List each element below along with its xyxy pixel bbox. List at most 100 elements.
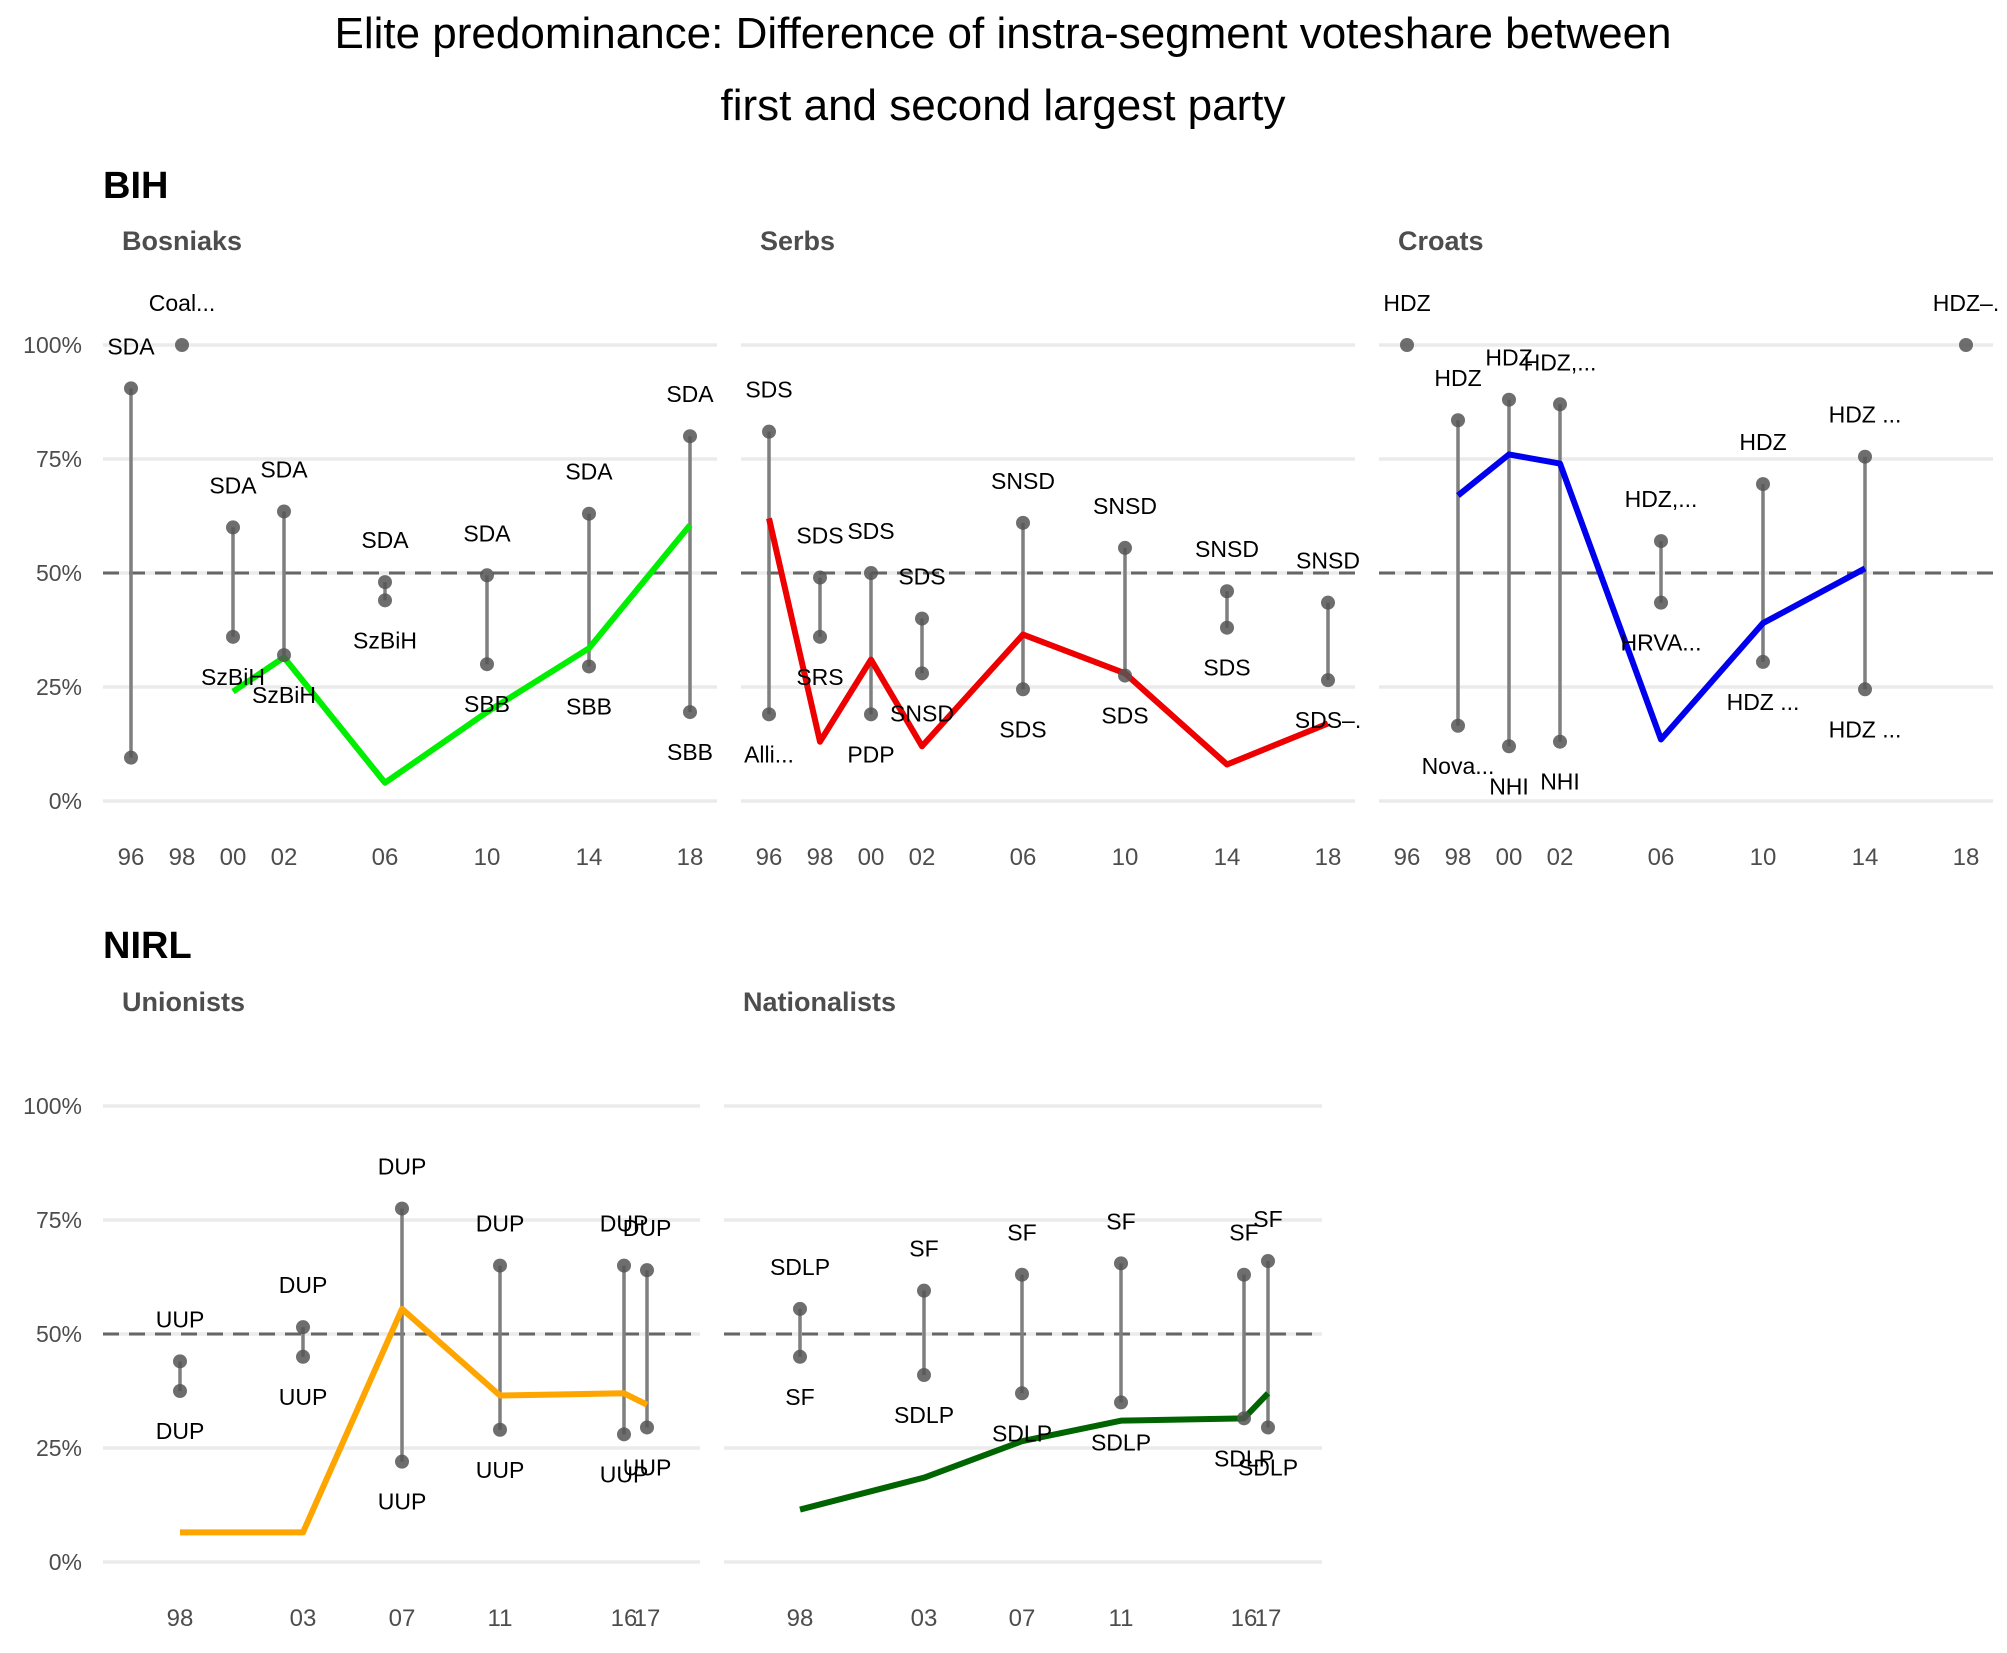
first-party-point: [493, 1258, 507, 1273]
first-party-label: SDS: [745, 377, 792, 403]
first-party-point: [1114, 1256, 1128, 1271]
first-party-label: SF: [1106, 1208, 1135, 1234]
second-party-label: UUP: [623, 1454, 672, 1480]
panel-title-serbs: Serbs: [760, 226, 835, 256]
group-title-bih: BIH: [103, 165, 168, 207]
x-tick-label: 10: [1750, 844, 1777, 871]
second-party-point: [1654, 595, 1668, 610]
x-tick-label: 00: [220, 844, 247, 871]
second-party-label: SBB: [566, 693, 612, 719]
second-party-label: SBB: [464, 691, 510, 717]
second-party-label: UUP: [279, 1384, 328, 1410]
x-tick-label: 14: [1852, 844, 1879, 871]
second-party-label: DUP: [156, 1418, 205, 1444]
y-tick-label: 25%: [36, 1435, 82, 1461]
first-party-point: [640, 1263, 654, 1278]
x-tick-label: 02: [271, 844, 298, 871]
second-party-point: [124, 750, 138, 765]
first-party-label: HDZ,...: [1524, 349, 1597, 375]
first-party-point: [277, 504, 291, 519]
second-party-label: PDP: [847, 741, 894, 767]
first-party-label: HDZ: [1739, 429, 1786, 455]
y-tick-label: 100%: [23, 332, 82, 358]
x-tick-label: 96: [1394, 844, 1421, 871]
first-party-point: [1858, 449, 1872, 464]
second-party-point: [1016, 682, 1030, 697]
first-party-label: SF: [1007, 1220, 1036, 1246]
first-party-point: [1016, 515, 1030, 530]
panel-title-unionists: Unionists: [122, 987, 245, 1017]
difference-line: [1456, 451, 1867, 743]
second-party-label: SzBiH: [252, 682, 316, 708]
x-tick-label: 98: [1445, 844, 1472, 871]
first-party-label: DUP: [378, 1154, 427, 1180]
chart-title-line-1: Elite predominance: Difference of instra…: [334, 9, 1671, 58]
first-party-point: [395, 1201, 409, 1216]
x-tick-label: 06: [372, 844, 399, 871]
x-tick-label: 98: [169, 844, 196, 871]
x-tick-label: 17: [1255, 1605, 1282, 1632]
second-party-point: [1756, 654, 1770, 669]
panel-title-croats: Croats: [1398, 226, 1484, 256]
second-party-label: SDLP: [894, 1402, 954, 1428]
panel-title-bosniaks: Bosniaks: [122, 226, 242, 256]
second-party-label: SDLP: [992, 1420, 1052, 1446]
second-party-label: HDZ ...: [1727, 689, 1800, 715]
x-tick-label: 16: [1231, 1605, 1258, 1632]
first-party-label: Coal...: [149, 290, 215, 316]
second-party-point: [1858, 682, 1872, 697]
panel-nationalists: 98 03 07 11 1617SDLPSFSFSDLPSFSDLPSFSDLPSFSD…: [724, 1104, 1322, 1632]
first-party-point: [175, 338, 189, 352]
x-tick-label: 11: [488, 1605, 513, 1632]
first-party-point: [813, 570, 827, 585]
second-party-point: [1220, 620, 1234, 635]
second-party-point: [1502, 739, 1516, 754]
second-party-point: [296, 1349, 310, 1364]
second-party-label: SzBiH: [201, 664, 265, 690]
plot-area: 0% 25% 50% 75% 100% 96 98 00 02 06 10 14 18 SDA Coal..…: [23, 290, 1999, 1632]
y-tick-label: 0%: [49, 1549, 82, 1575]
first-party-label: SNSD: [991, 468, 1055, 494]
x-tick-label: 07: [389, 1605, 416, 1632]
x-tick-label: 98: [787, 1605, 814, 1632]
x-tick-label: 96: [756, 844, 783, 871]
second-party-point: [395, 1454, 409, 1469]
first-party-point: [1451, 413, 1465, 428]
difference-line: [799, 1391, 1271, 1513]
first-party-label: SDS: [847, 518, 894, 544]
x-tick-label: 07: [1009, 1605, 1036, 1632]
first-party-label: SDA: [361, 527, 409, 553]
first-party-label: DUP: [476, 1211, 525, 1237]
second-party-point: [864, 707, 878, 722]
second-party-label: SNSD: [890, 700, 954, 726]
first-party-point: [1959, 338, 1973, 352]
second-party-point: [1118, 668, 1132, 683]
second-party-label: SBB: [667, 739, 713, 765]
second-party-label: SDS: [999, 716, 1046, 742]
y-tick-label: 50%: [36, 1321, 82, 1347]
difference-line: [231, 523, 693, 786]
second-party-label: SDLP: [1238, 1454, 1298, 1480]
first-party-label: DUP: [623, 1215, 672, 1241]
first-party-label: SDA: [565, 459, 613, 485]
first-party-label: SDLP: [770, 1254, 830, 1280]
second-party-point: [1553, 734, 1567, 749]
first-party-label: DUP: [279, 1272, 328, 1298]
second-party-point: [226, 629, 240, 644]
first-party-point: [1015, 1267, 1029, 1282]
first-party-point: [226, 520, 240, 535]
x-tick-label: 02: [909, 844, 936, 871]
x-tick-label: 14: [576, 844, 603, 871]
first-party-point: [1321, 595, 1335, 610]
first-party-label: DUP: [600, 1211, 649, 1237]
x-tick-label: 18: [1953, 844, 1980, 871]
second-party-label: UUP: [476, 1457, 525, 1483]
first-party-point: [1118, 540, 1132, 555]
first-party-label: SDA: [107, 333, 155, 359]
x-tick-label: 00: [1496, 844, 1523, 871]
first-party-point: [793, 1301, 807, 1316]
first-party-label: UUP: [156, 1306, 205, 1332]
first-party-point: [1400, 338, 1414, 352]
second-party-point: [582, 659, 596, 674]
y-tick-label: 75%: [36, 446, 82, 472]
